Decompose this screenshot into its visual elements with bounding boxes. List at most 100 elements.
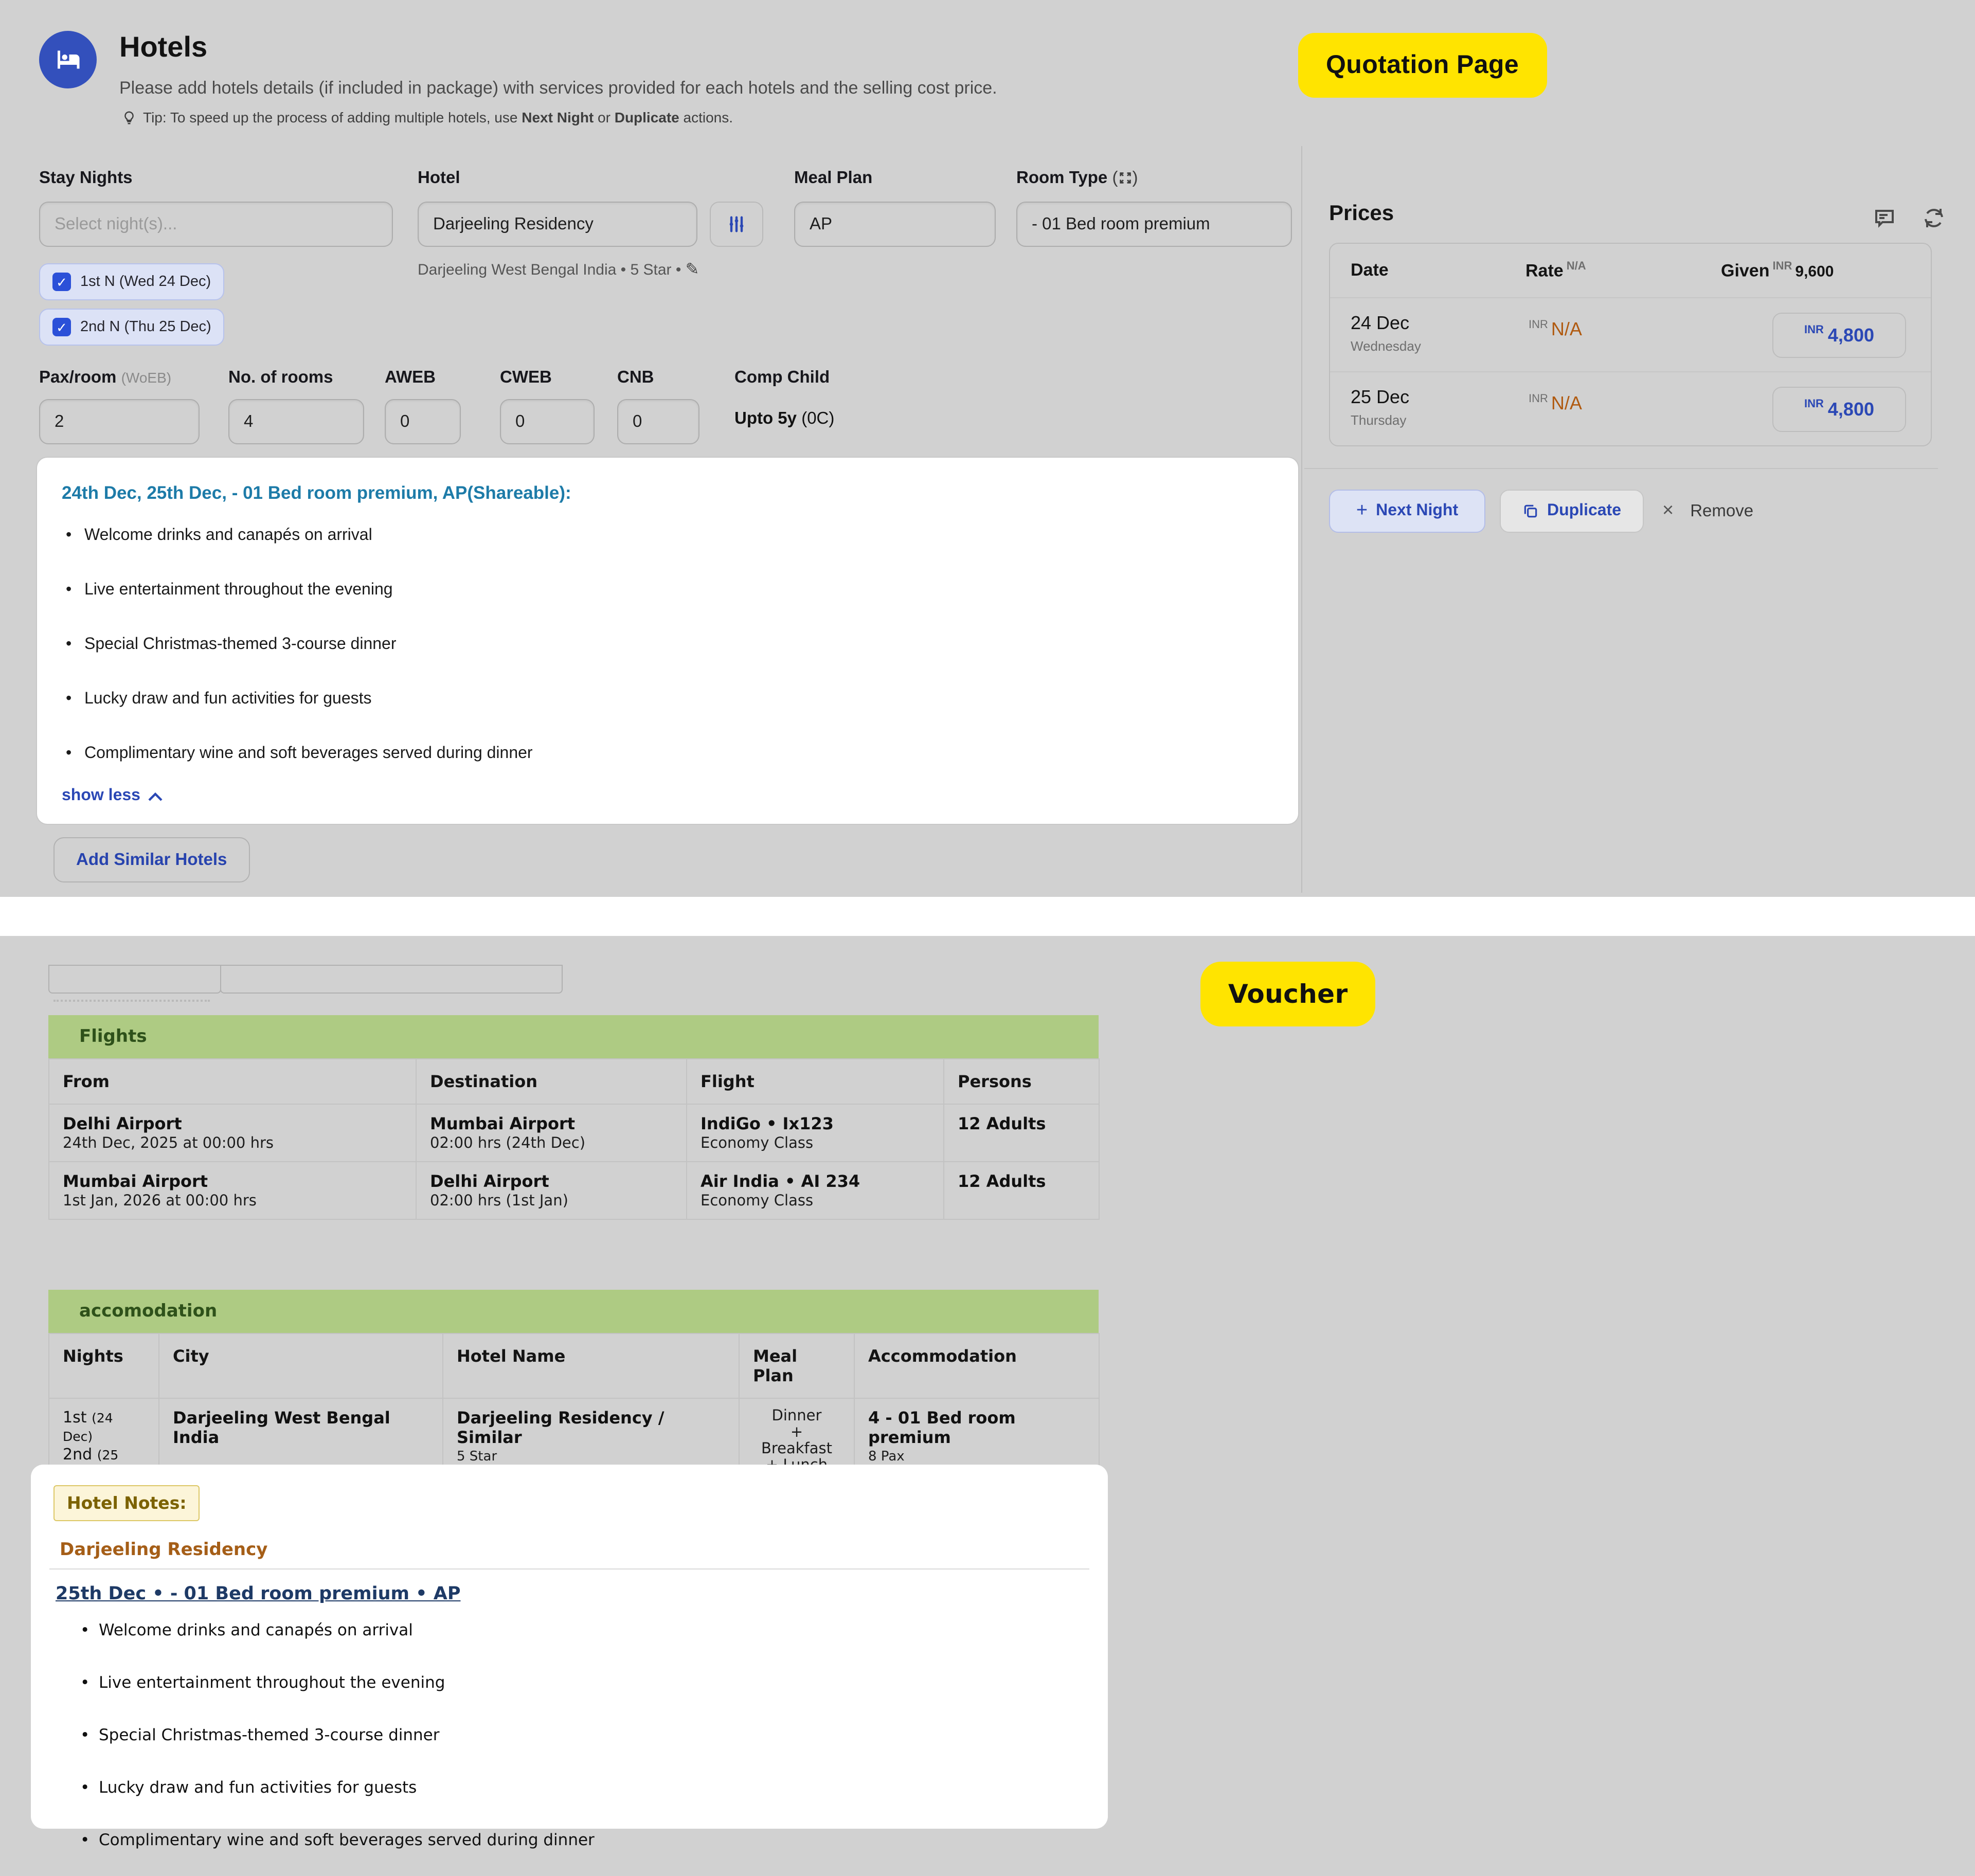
cnb-label: CNB xyxy=(617,368,654,387)
rooms-input[interactable] xyxy=(228,399,364,444)
aweb-label: AWEB xyxy=(385,368,436,387)
remove-button[interactable]: × Remove xyxy=(1662,490,1753,533)
hotel-notes-hotel-name: Darjeeling Residency xyxy=(60,1540,268,1560)
hotel-notes-label: Hotel Notes: xyxy=(53,1485,200,1521)
cweb-input[interactable] xyxy=(500,399,595,444)
cnb-input[interactable] xyxy=(617,399,699,444)
show-less-link[interactable]: show less xyxy=(62,787,163,805)
given-column-header: Given INR 9,600 xyxy=(1721,260,1834,281)
accommodation-header-bar: accomodation xyxy=(48,1290,1099,1333)
col-hotel-name: Hotel Name xyxy=(442,1333,740,1399)
plus-icon: + xyxy=(1356,500,1368,521)
comp-child-label: Comp Child xyxy=(734,368,830,387)
truncated-box xyxy=(48,965,221,994)
hotel-notes-divider xyxy=(49,1568,1089,1570)
col-from: From xyxy=(48,1058,417,1105)
pax-room-label: Pax/room (WoEB) xyxy=(39,368,172,387)
note-item: Welcome drinks and canapés on arrival xyxy=(62,527,1273,545)
night-checkbox-1[interactable]: ✓ 1st N (Wed 24 Dec) xyxy=(39,263,225,300)
hotel-note-item: Lucky draw and fun activities for guests xyxy=(78,1778,1108,1797)
rate-column-header: Rate N/A xyxy=(1525,260,1586,281)
hotel-note-item: Special Christmas-themed 3-course dinner xyxy=(78,1726,1108,1744)
refresh-icon[interactable] xyxy=(1922,206,1948,232)
flight-row: Delhi Airport 24th Dec, 2025 at 00:00 hrs… xyxy=(48,1104,1100,1162)
comment-icon[interactable] xyxy=(1872,206,1899,232)
note-item: Live entertainment throughout the evenin… xyxy=(62,581,1273,600)
comp-child-value: Upto 5y (0C) xyxy=(734,409,835,428)
hotel-label: Hotel xyxy=(418,169,460,187)
sliders-icon xyxy=(726,214,747,234)
hotel-note-item: Live entertainment throughout the evenin… xyxy=(78,1673,1108,1692)
price-row: 24 Dec Wednesday INR N/A INR 4,800 xyxy=(1330,297,1931,371)
bed-icon xyxy=(52,44,83,75)
stay-nights-label: Stay Nights xyxy=(39,169,133,187)
voucher-hotel-notes-card: Hotel Notes: Darjeeling Residency 25th D… xyxy=(31,1465,1108,1849)
aweb-input[interactable] xyxy=(385,399,461,444)
duplicate-button[interactable]: Duplicate xyxy=(1500,490,1644,533)
hotels-section-icon xyxy=(39,31,97,88)
prices-separator xyxy=(1304,468,1938,469)
hotel-input[interactable] xyxy=(418,202,697,247)
flights-table: From Destination Flight Persons Delhi Ai… xyxy=(48,1058,1100,1220)
quotation-page-badge: Quotation Page xyxy=(1298,33,1547,98)
flights-header-row: From Destination Flight Persons xyxy=(48,1058,1100,1105)
truncated-box xyxy=(220,965,563,994)
night-checkbox-2[interactable]: ✓ 2nd N (Thu 25 Dec) xyxy=(39,309,225,346)
quotation-section: Hotels Please add hotels details (if inc… xyxy=(0,0,1975,897)
col-persons: Persons xyxy=(943,1058,1100,1105)
hotel-notes-card: 24th Dec, 25th Dec, - 01 Bed room premiu… xyxy=(37,458,1298,824)
room-type-input[interactable] xyxy=(1016,202,1292,247)
meal-plan-input[interactable] xyxy=(794,202,996,247)
notes-list: Welcome drinks and canapés on arrival Li… xyxy=(62,527,1273,763)
copy-icon xyxy=(1522,503,1539,519)
given-amount-input[interactable]: INR 4,800 xyxy=(1772,313,1906,358)
voucher-section: Voucher Flights From Destination Flight … xyxy=(0,936,1975,1876)
checkbox-checked-icon: ✓ xyxy=(52,273,71,291)
vertical-divider xyxy=(1301,146,1302,893)
given-amount-input[interactable]: INR 4,800 xyxy=(1772,387,1906,432)
cweb-label: CWEB xyxy=(500,368,552,387)
pax-room-input[interactable] xyxy=(39,399,200,444)
expand-icon[interactable] xyxy=(1118,171,1132,185)
note-item: Complimentary wine and soft beverages se… xyxy=(62,745,1273,763)
price-row: 25 Dec Thursday INR N/A INR 4,800 xyxy=(1330,371,1931,445)
note-item: Special Christmas-themed 3-course dinner xyxy=(62,636,1273,654)
col-city: City xyxy=(158,1333,443,1399)
flight-row: Mumbai Airport 1st Jan, 2026 at 00:00 hrs… xyxy=(48,1161,1100,1220)
pencil-icon[interactable]: ✎ xyxy=(685,261,699,279)
rooms-label: No. of rooms xyxy=(228,368,333,387)
date-column-header: Date xyxy=(1351,260,1389,280)
meal-plan-label: Meal Plan xyxy=(794,169,873,187)
chevron-up-icon xyxy=(149,791,163,801)
voucher-badge: Voucher xyxy=(1200,962,1376,1026)
page-title: Hotels xyxy=(119,31,208,63)
note-item: Lucky draw and fun activities for guests xyxy=(62,690,1273,709)
col-accommodation: Accommodation xyxy=(854,1333,1100,1399)
stay-nights-input[interactable] xyxy=(39,202,393,247)
col-flight: Flight xyxy=(686,1058,944,1105)
tip-line: Tip: To speed up the process of adding m… xyxy=(121,109,733,125)
add-similar-hotels-button[interactable]: Add Similar Hotels xyxy=(53,837,250,882)
next-night-button[interactable]: + Next Night xyxy=(1329,490,1485,533)
col-meal-plan: Meal Plan xyxy=(739,1333,855,1399)
truncated-dots xyxy=(53,1000,210,1002)
flights-header-bar: Flights xyxy=(48,1015,1099,1058)
hotel-location-summary: Darjeeling West Bengal India • 5 Star • … xyxy=(418,261,699,279)
hotel-note-item: Welcome drinks and canapés on arrival xyxy=(78,1621,1108,1639)
room-type-label: Room Type () xyxy=(1016,169,1138,187)
col-destination: Destination xyxy=(416,1058,687,1105)
lightbulb-icon xyxy=(121,110,137,125)
page-subtitle: Please add hotels details (if included i… xyxy=(119,78,997,98)
notes-heading: 24th Dec, 25th Dec, - 01 Bed room premiu… xyxy=(62,482,571,503)
hotel-note-item: Complimentary wine and soft beverages se… xyxy=(78,1831,1108,1849)
hotel-filter-button[interactable] xyxy=(710,202,763,247)
prices-table-header: Date Rate N/A Given INR 9,600 xyxy=(1330,244,1931,297)
hotel-notes-list: Welcome drinks and canapés on arrival Li… xyxy=(78,1621,1108,1849)
close-icon: × xyxy=(1662,500,1674,521)
col-nights: Nights xyxy=(48,1333,159,1399)
accommodation-header-row: Nights City Hotel Name Meal Plan Accommo… xyxy=(48,1333,1100,1399)
prices-title: Prices xyxy=(1329,202,1394,225)
hotel-notes-heading: 25th Dec • - 01 Bed room premium • AP xyxy=(56,1584,461,1604)
prices-table: Date Rate N/A Given INR 9,600 24 Dec Wednes… xyxy=(1329,243,1932,446)
